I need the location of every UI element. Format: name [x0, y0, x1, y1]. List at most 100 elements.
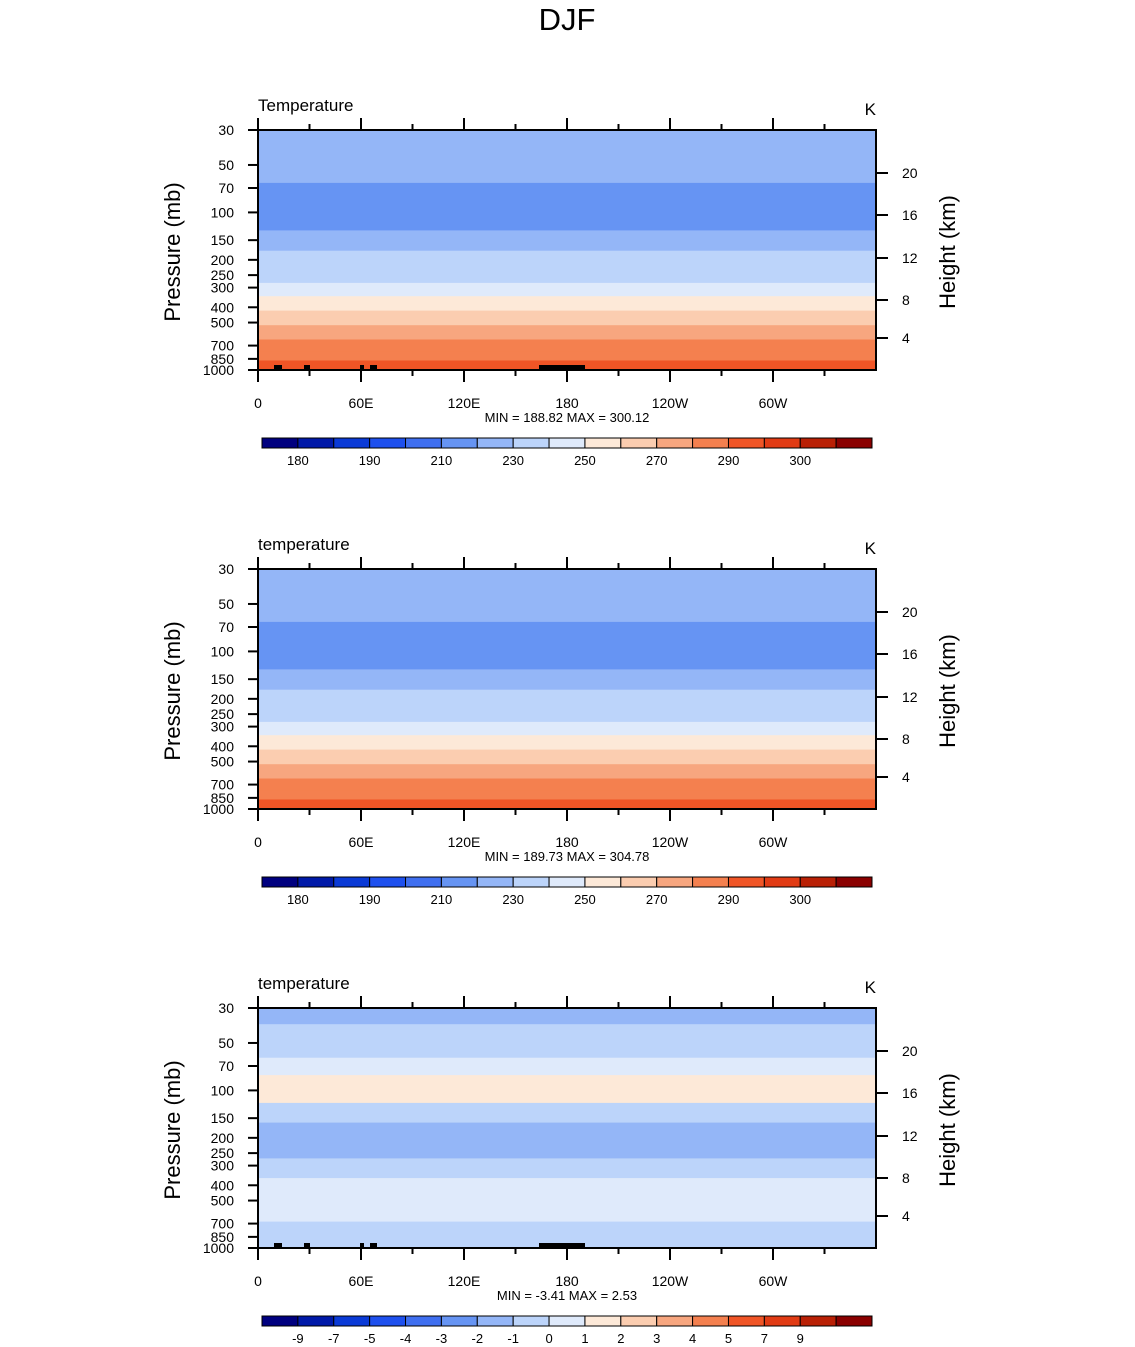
colorbar-box	[476, 437, 514, 449]
colorbar-label: 2	[617, 1331, 624, 1346]
topography-mask	[539, 365, 585, 370]
colorbar-label: -7	[328, 1331, 340, 1346]
colorbar-box	[261, 437, 299, 449]
colorbar-box	[261, 876, 299, 888]
y-right-axis-title: Height (km)	[935, 1073, 960, 1187]
contour-band-5	[258, 1075, 876, 1104]
x-tick-label: 180	[555, 395, 579, 411]
y-right-tick-label: 16	[902, 1085, 918, 1101]
contour-band-2	[258, 136, 876, 184]
colorbar-box	[369, 437, 407, 449]
colorbar-box	[440, 437, 478, 449]
y-tick-label: 700	[211, 338, 235, 354]
colorbar: 180 190 210 230 250 270 290 300	[261, 876, 873, 907]
colorbar-box	[476, 876, 514, 888]
y-right-tick-label: 20	[902, 1043, 918, 1059]
panel-3: 0 60E 120E 180 120W 60W3050701001502002503004…	[160, 974, 960, 1346]
contour-band-4	[258, 1057, 876, 1076]
contour-band-6	[258, 1102, 876, 1124]
contour-band-11	[258, 339, 876, 352]
x-tick-label: 180	[555, 834, 579, 850]
plot-area	[258, 569, 876, 810]
y-right-axis-title: Height (km)	[935, 634, 960, 748]
y-right-tick-label: 8	[902, 1170, 910, 1186]
y-tick-label: 250	[211, 267, 235, 283]
contour-band-9	[258, 310, 876, 326]
colorbar-label: 290	[718, 892, 740, 907]
plot-area	[258, 1008, 876, 1249]
y-tick-label: 250	[211, 706, 235, 722]
panels: 0 60E 120E 180 120W 60W3050701001502002503004…	[160, 96, 960, 1346]
y-tick-label: 200	[211, 1130, 235, 1146]
y-tick-label: 700	[211, 777, 235, 793]
colorbar-box	[835, 876, 873, 888]
colorbar-box	[584, 1315, 622, 1327]
x-tick-label: 60W	[759, 395, 789, 411]
y-right-tick-label: 16	[902, 646, 918, 662]
colorbar-label: 250	[574, 453, 596, 468]
colorbar-box	[548, 876, 586, 888]
y-axis-title: Pressure (mb)	[160, 621, 185, 760]
contour-band-12	[258, 351, 876, 362]
contour-band-1	[258, 569, 876, 590]
colorbar-box	[763, 1315, 801, 1327]
y-tick-label: 150	[211, 232, 235, 248]
contour-band-2	[258, 588, 876, 623]
colorbar-label: 4	[689, 1331, 696, 1346]
topography-mask	[360, 365, 364, 370]
colorbar-box	[620, 1315, 658, 1327]
colorbar-box	[476, 1315, 514, 1327]
y-tick-label: 200	[211, 691, 235, 707]
colorbar-box	[835, 437, 873, 449]
colorbar-label: 270	[646, 453, 668, 468]
colorbar-box	[620, 876, 658, 888]
colorbar-box	[763, 876, 801, 888]
colorbar-label: 230	[502, 892, 524, 907]
colorbar-label: 250	[574, 892, 596, 907]
colorbar-label: -4	[400, 1331, 412, 1346]
topography-mask	[274, 1243, 282, 1248]
contour-band-7	[258, 721, 876, 736]
y-right-tick-label: 4	[902, 330, 910, 346]
contour-band-5	[258, 689, 876, 709]
colorbar-box	[548, 437, 586, 449]
x-tick-label: 0	[254, 1273, 262, 1289]
colorbar-label: 180	[287, 892, 309, 907]
colorbar-box	[692, 437, 729, 449]
y-tick-label: 100	[211, 643, 235, 659]
y-tick-label: 70	[218, 180, 234, 196]
colorbar-box	[333, 876, 371, 888]
y-tick-label: 500	[211, 754, 235, 770]
x-tick-label: 120E	[448, 395, 481, 411]
colorbar-label: 3	[653, 1331, 660, 1346]
colorbar-box	[584, 437, 622, 449]
units-label: K	[865, 539, 877, 558]
y-tick-label: 30	[218, 561, 234, 577]
colorbar-label: 230	[502, 453, 524, 468]
y-right-tick-label: 16	[902, 207, 918, 223]
x-tick-label: 0	[254, 395, 262, 411]
y-tick-label: 850	[211, 790, 235, 806]
colorbar-label: -2	[472, 1331, 484, 1346]
y-right-tick-label: 20	[902, 604, 918, 620]
topography-mask	[304, 365, 310, 370]
contour-band-6	[258, 269, 876, 284]
x-tick-label: 60E	[349, 395, 374, 411]
colorbar-label: -3	[436, 1331, 448, 1346]
x-tick-label: 60W	[759, 1273, 789, 1289]
contour-band-7	[258, 282, 876, 297]
colorbar-box	[333, 1315, 371, 1327]
y-tick-label: 150	[211, 1110, 235, 1126]
y-tick-label: 300	[211, 719, 235, 735]
contour-band-2	[258, 1024, 876, 1041]
colorbar-box	[405, 876, 442, 888]
colorbar-label: 270	[646, 892, 668, 907]
topography-mask	[304, 1243, 310, 1248]
topography-mask	[539, 1243, 585, 1248]
colorbar-box	[656, 1315, 694, 1327]
y-right-tick-label: 20	[902, 165, 918, 181]
contour-band-8	[258, 1158, 876, 1179]
colorbar-box	[297, 437, 335, 449]
y-tick-label: 200	[211, 252, 235, 268]
colorbar-box	[835, 1315, 873, 1327]
